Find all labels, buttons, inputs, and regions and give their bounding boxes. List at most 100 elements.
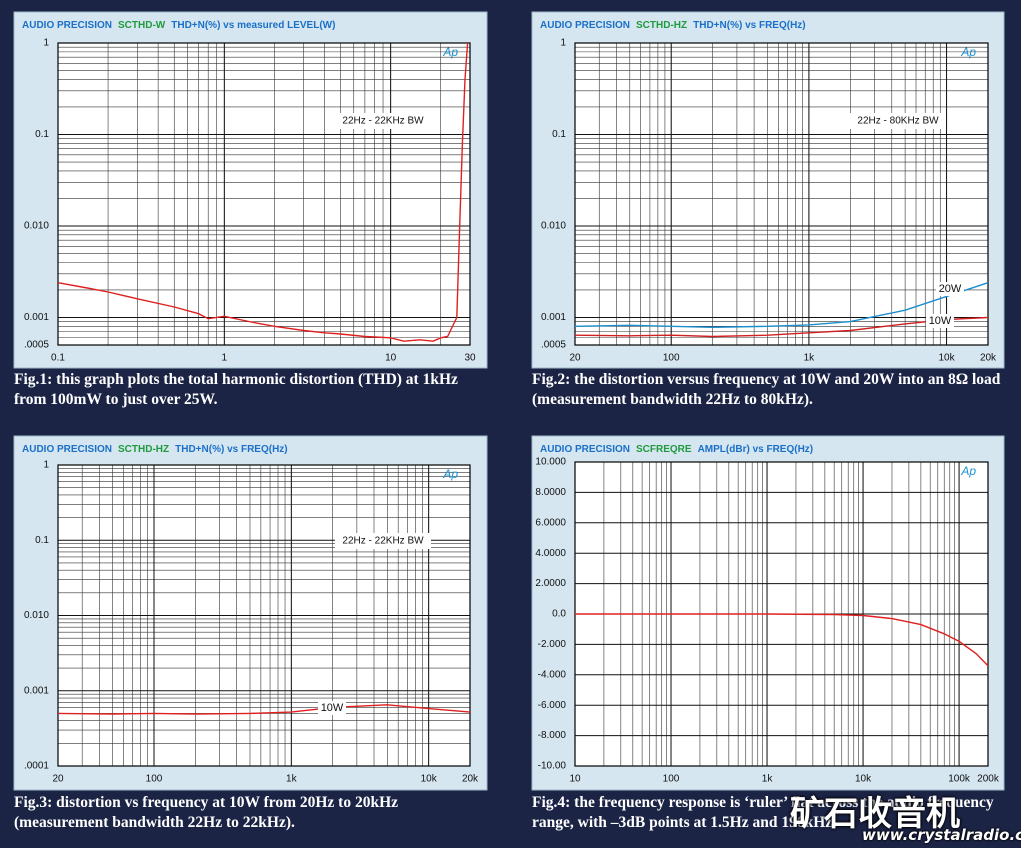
x-tick-label: 20 [569, 353, 581, 364]
annotation: 22Hz - 80KHz BW [857, 116, 939, 127]
watermark-url: www.crystalradio.cn [862, 826, 1021, 844]
x-tick-label: 10k [421, 774, 438, 785]
y-tick-label: .0005 [24, 340, 49, 351]
annotation: 22Hz - 22KHz BW [342, 536, 424, 547]
x-tick-label: 10k [938, 353, 955, 364]
y-tick-label: .0001 [24, 761, 49, 772]
y-tick-label: 10.000 [535, 457, 566, 468]
title-part: AUDIO PRECISION [540, 20, 630, 31]
watermark-title: 矿石收音机 [790, 794, 960, 834]
x-tick-label: 100 [663, 353, 680, 364]
y-tick-label: -10.00 [538, 761, 567, 772]
y-tick-label: 0.1 [35, 535, 49, 546]
chart-panel: 20 100 1k 10k 20k 1 0.1 0.010 0.001 .0005 AUDIO PR… [531, 11, 1005, 369]
y-tick-label: -6.000 [538, 700, 567, 711]
title-part: AUDIO PRECISION [540, 444, 630, 455]
y-tick-label: 8.0000 [535, 487, 566, 498]
x-tick-label: 200k [977, 774, 1000, 785]
annotation-box [335, 113, 431, 129]
data-line [57, 42, 469, 342]
logo: Ap [442, 467, 458, 481]
series-label: 10W [929, 315, 952, 327]
y-tick-label: 1 [43, 38, 49, 49]
y-tick-label: 0.0 [552, 609, 566, 620]
chart-title: AUDIO PRECISION SCFREQRE AMPL(dBr) vs FREQ… [540, 444, 813, 455]
title-part: THD+N(%) vs measured LEVEL(W) [171, 20, 335, 31]
x-tick-label: 0.1 [51, 353, 65, 364]
x-tick-label: 1k [804, 353, 816, 364]
x-tick-label: 1k [762, 774, 774, 785]
y-tick-label: 0.001 [24, 312, 49, 323]
title-part: AUDIO PRECISION [22, 444, 112, 455]
y-tick-label: -2.000 [538, 639, 567, 650]
plot-border [57, 42, 471, 346]
chart-title: AUDIO PRECISION SCTHD-W THD+N(%) vs measur… [22, 20, 335, 31]
y-tick-label: 0.1 [552, 129, 566, 140]
annotation-box [335, 533, 431, 549]
title-part: SCTHD-HZ [636, 20, 687, 31]
chart-title: AUDIO PRECISION SCTHD-HZ THD+N(%) vs FREQ(… [22, 444, 288, 455]
logo: Ap [960, 45, 976, 59]
plot-border [57, 464, 471, 767]
x-tick-label: 1 [222, 353, 228, 364]
plot-area [58, 43, 470, 345]
x-tick-label: 30 [464, 353, 476, 364]
title-part: AUDIO PRECISION [22, 20, 112, 31]
data-line [575, 613, 989, 667]
x-tick-label: 100 [663, 774, 680, 785]
x-tick-label: 100k [948, 774, 971, 785]
chart-panel: 20 100 1k 10k 20k 1 0.1 0.010 0.001 .0001 AUDIO PR… [13, 435, 488, 791]
x-tick-label: 10 [569, 774, 581, 785]
y-tick-label: 0.001 [541, 312, 566, 323]
chart-panel: 10 100 1k 10k 100k 200k 10.000 8.0000 6.0000 4.00… [531, 435, 1005, 791]
series-label-box [936, 282, 964, 296]
annotation-box [850, 113, 946, 129]
y-tick-label: 4.0000 [535, 548, 566, 559]
caption: Fig.2: the distortion versus frequency a… [532, 371, 1001, 408]
y-tick-label: 0.010 [24, 221, 49, 232]
series-label: 20W [939, 283, 962, 295]
x-tick-label: 10 [385, 353, 397, 364]
x-tick-label: 1k [286, 774, 298, 785]
x-tick-label: 20 [52, 774, 64, 785]
chart-panel: 0.1 1 10 30 1 0.1 0.010 0.001 .0005 AUDIO PRECISI… [13, 11, 488, 369]
title-part: SCTHD-W [118, 20, 166, 31]
x-tick-label: 20k [980, 353, 997, 364]
logo: Ap [960, 464, 976, 478]
title-part: SCFREQRE [636, 444, 692, 455]
series-line [57, 704, 471, 715]
caption: Fig.1: this graph plots the total harmon… [14, 371, 458, 408]
series-label-box [926, 314, 954, 328]
y-tick-label: -8.000 [538, 730, 567, 741]
chart-title: AUDIO PRECISION SCTHD-HZ THD+N(%) vs FREQ(… [540, 20, 806, 31]
title-part: AMPL(dBr) vs FREQ(Hz) [698, 444, 814, 455]
annotation: 22Hz - 22KHz BW [342, 116, 424, 127]
y-tick-label: 0.001 [24, 685, 49, 696]
y-tick-label: 1 [43, 460, 49, 471]
caption: Fig.3: distortion vs frequency at 10W fr… [14, 794, 399, 831]
title-part: THD+N(%) vs FREQ(Hz) [175, 444, 288, 455]
series-label-box [318, 701, 346, 715]
y-tick-label: 6.0000 [535, 517, 566, 528]
y-tick-label: 2.0000 [535, 578, 566, 589]
title-part: SCTHD-HZ [118, 444, 169, 455]
x-tick-label: 100 [146, 774, 163, 785]
y-tick-label: -4.000 [538, 669, 567, 680]
plot-border [574, 42, 989, 346]
series-line [574, 316, 989, 338]
series-line [574, 282, 989, 329]
logo: Ap [442, 45, 458, 59]
y-tick-label: .0005 [541, 340, 566, 351]
y-tick-label: 0.010 [541, 221, 566, 232]
y-tick-label: 0.010 [24, 610, 49, 621]
x-tick-label: 10k [855, 774, 872, 785]
y-tick-label: 0.1 [35, 129, 49, 140]
y-tick-label: 1 [560, 38, 566, 49]
title-part: THD+N(%) vs FREQ(Hz) [693, 20, 806, 31]
x-tick-label: 20k [462, 774, 479, 785]
plot-area [575, 43, 988, 345]
caption: Fig.4: the frequency response is ‘ruler’… [532, 794, 994, 831]
series-label: 10W [321, 702, 344, 714]
